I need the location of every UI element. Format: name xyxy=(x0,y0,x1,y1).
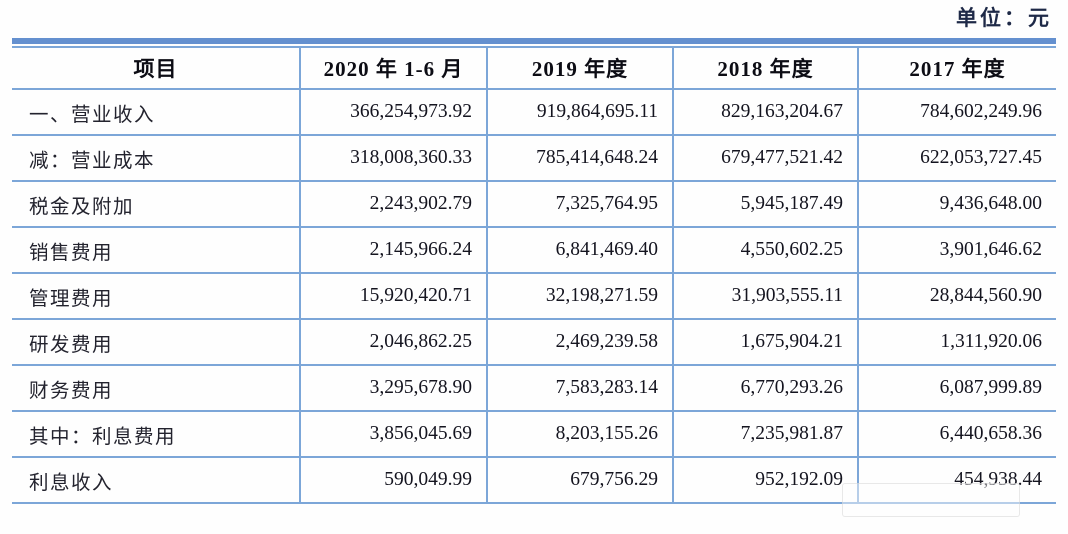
value-2019: 8,203,155.26 xyxy=(486,410,674,458)
row-label: 管理费用 xyxy=(12,272,301,320)
row-label: 财务费用 xyxy=(12,364,301,412)
value-2018: 679,477,521.42 xyxy=(672,134,859,182)
value-2018: 5,945,187.49 xyxy=(672,180,859,228)
value-2017: 1,311,920.06 xyxy=(857,318,1056,366)
value-2019: 785,414,648.24 xyxy=(486,134,674,182)
header-row: 项目 2020 年 1-6 月 2019 年度 2018 年度 2017 年度 xyxy=(12,46,1056,90)
value-2017: 454,938.44 xyxy=(857,456,1056,504)
row-label: 利息收入 xyxy=(12,456,301,504)
row-label: 其中：利息费用 xyxy=(12,410,301,458)
value-2017: 6,087,999.89 xyxy=(857,364,1056,412)
value-2018: 829,163,204.67 xyxy=(672,88,859,136)
column-header-2019: 2019 年度 xyxy=(486,46,674,90)
value-2020h1: 2,145,966.24 xyxy=(299,226,488,274)
unit-label: 单位：元 xyxy=(956,6,1052,30)
value-2017: 622,053,727.45 xyxy=(857,134,1056,182)
column-header-2017: 2017 年度 xyxy=(857,46,1056,90)
value-2018: 7,235,981.87 xyxy=(672,410,859,458)
table-row-financial-expenses: 财务费用 3,295,678.90 7,583,283.14 6,770,293… xyxy=(12,364,1056,412)
value-2018: 31,903,555.11 xyxy=(672,272,859,320)
value-2019: 7,583,283.14 xyxy=(486,364,674,412)
value-2020h1: 15,920,420.71 xyxy=(299,272,488,320)
value-2017: 9,436,648.00 xyxy=(857,180,1056,228)
row-label: 减：营业成本 xyxy=(12,134,301,182)
row-label: 销售费用 xyxy=(12,226,301,274)
value-2020h1: 3,295,678.90 xyxy=(299,364,488,412)
table-row-taxes-surcharges: 税金及附加 2,243,902.79 7,325,764.95 5,945,18… xyxy=(12,180,1056,228)
value-2017: 3,901,646.62 xyxy=(857,226,1056,274)
value-2019: 679,756.29 xyxy=(486,456,674,504)
value-2018: 6,770,293.26 xyxy=(672,364,859,412)
value-2020h1: 2,243,902.79 xyxy=(299,180,488,228)
table-row-interest-income: 利息收入 590,049.99 679,756.29 952,192.09 45… xyxy=(12,456,1056,504)
value-2018: 4,550,602.25 xyxy=(672,226,859,274)
row-label: 一、营业收入 xyxy=(12,88,301,136)
table-row-admin-expenses: 管理费用 15,920,420.71 32,198,271.59 31,903,… xyxy=(12,272,1056,320)
row-label: 税金及附加 xyxy=(12,180,301,228)
value-2017: 28,844,560.90 xyxy=(857,272,1056,320)
value-2019: 7,325,764.95 xyxy=(486,180,674,228)
table-row-rd-expenses: 研发费用 2,046,862.25 2,469,239.58 1,675,904… xyxy=(12,318,1056,366)
financial-table: 项目 2020 年 1-6 月 2019 年度 2018 年度 2017 年度 … xyxy=(12,46,1056,504)
value-2019: 32,198,271.59 xyxy=(486,272,674,320)
value-2018: 1,675,904.21 xyxy=(672,318,859,366)
value-2020h1: 2,046,862.25 xyxy=(299,318,488,366)
table-row-operating-revenue: 一、营业收入 366,254,973.92 919,864,695.11 829… xyxy=(12,88,1056,136)
value-2019: 919,864,695.11 xyxy=(486,88,674,136)
column-header-item: 项目 xyxy=(12,46,301,90)
row-label: 研发费用 xyxy=(12,318,301,366)
table-top-accent-bar xyxy=(12,38,1056,44)
value-2019: 2,469,239.58 xyxy=(486,318,674,366)
column-header-2020h1: 2020 年 1-6 月 xyxy=(299,46,488,90)
value-2020h1: 366,254,973.92 xyxy=(299,88,488,136)
value-2019: 6,841,469.40 xyxy=(486,226,674,274)
value-2020h1: 318,008,360.33 xyxy=(299,134,488,182)
table-row-interest-expense: 其中：利息费用 3,856,045.69 8,203,155.26 7,235,… xyxy=(12,410,1056,458)
column-header-2018: 2018 年度 xyxy=(672,46,859,90)
table-row-operating-cost: 减：营业成本 318,008,360.33 785,414,648.24 679… xyxy=(12,134,1056,182)
value-2018: 952,192.09 xyxy=(672,456,859,504)
value-2017: 6,440,658.36 xyxy=(857,410,1056,458)
financial-table-wrap: 项目 2020 年 1-6 月 2019 年度 2018 年度 2017 年度 … xyxy=(12,38,1056,504)
value-2020h1: 3,856,045.69 xyxy=(299,410,488,458)
value-2017: 784,602,249.96 xyxy=(857,88,1056,136)
table-row-selling-expenses: 销售费用 2,145,966.24 6,841,469.40 4,550,602… xyxy=(12,226,1056,274)
value-2020h1: 590,049.99 xyxy=(299,456,488,504)
